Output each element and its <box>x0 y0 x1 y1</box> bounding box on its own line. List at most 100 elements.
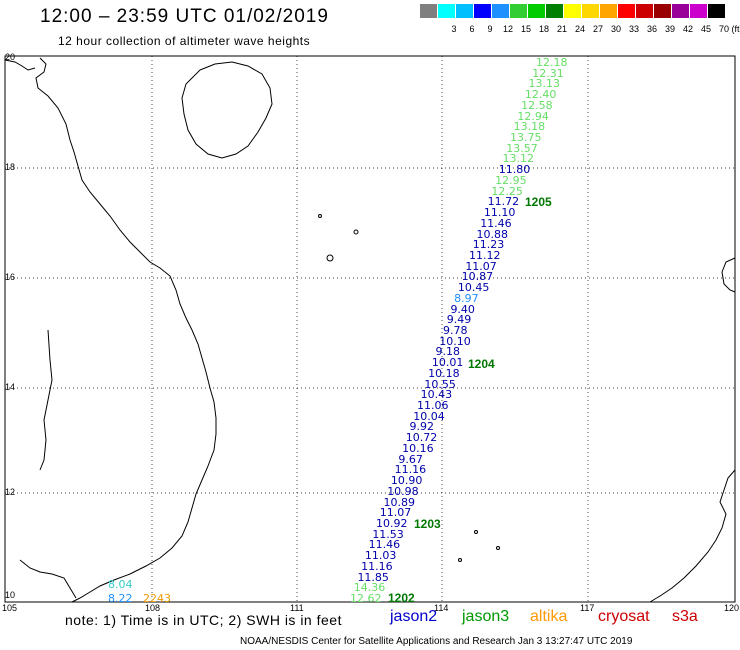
wave-height-value: 11.16 <box>394 463 427 477</box>
legend-swatch <box>582 4 599 18</box>
legend-label: 27 <box>592 24 603 34</box>
legend-swatch <box>546 4 563 18</box>
y-tick-label: 14 <box>5 382 16 392</box>
footer-credit: NOAA/NESDIS Center for Satellite Applica… <box>240 636 633 647</box>
map-frame <box>4 55 736 603</box>
legend-label: 70 <box>718 24 729 34</box>
spratly-islet-3 <box>496 546 500 550</box>
wave-height-value: 13.18 <box>513 120 546 134</box>
wave-height-value: 10.43 <box>420 388 453 402</box>
wave-height-value: 10.45 <box>457 281 490 295</box>
wave-height-value: 10.55 <box>424 377 456 391</box>
wave-height-value: 13.12 <box>502 152 535 166</box>
legend-swatch <box>708 4 725 18</box>
grid-lines <box>5 56 735 602</box>
legend-swatch <box>492 4 509 18</box>
wave-height-value: 12.18 <box>536 56 568 69</box>
wave-height-value: 11.80 <box>498 163 531 177</box>
wave-height-value: 11.12 <box>469 248 501 262</box>
legend-label: 15 <box>520 24 531 34</box>
wave-height-value: 10.90 <box>390 474 423 488</box>
legend-label: 30 <box>610 24 621 34</box>
satellite-name: s3a <box>672 608 698 625</box>
wave-height-value: 10.88 <box>476 227 508 241</box>
wave-height-value: 13.13 <box>528 77 561 91</box>
wave-height-value: 12.94 <box>517 109 549 123</box>
legend-label: 39 <box>664 24 675 34</box>
wave-height-value: 9.18 <box>435 345 461 359</box>
wave-height-value: 13.57 <box>506 141 538 155</box>
x-tick-label: 111 <box>290 603 304 613</box>
mainland-bay <box>4 59 36 71</box>
wave-height-value: 9.67 <box>398 452 423 466</box>
satellite-name: altika <box>530 608 568 625</box>
legend-swatch <box>636 4 653 18</box>
satellite-name: jason3 <box>462 608 510 625</box>
wave-height-value: 12.25 <box>491 184 523 198</box>
wave-height-value: 11.53 <box>372 527 404 541</box>
map-title: 12:00 – 23:59 UTC 01/02/2019 <box>40 6 329 27</box>
footer-note: note: 1) Time is in UTC; 2) SWH is in fe… <box>65 612 342 628</box>
wave-height-value: 12.40 <box>524 88 557 102</box>
legend-swatch <box>690 4 707 18</box>
hainan-island <box>181 61 273 159</box>
satellite-name: jason2 <box>390 608 438 625</box>
y-tick-label: 20 <box>5 52 16 62</box>
time-label: 1204 <box>468 357 495 371</box>
wave-height-value: 2243 <box>143 592 171 605</box>
wave-height-value: 9.92 <box>409 420 435 434</box>
wave-height-value: 10.89 <box>383 495 415 509</box>
legend-label: 42 <box>682 24 693 34</box>
map-subtitle: 12 hour collection of altimeter wave hei… <box>58 34 311 48</box>
time-label: 1203 <box>414 517 441 531</box>
legend-label: 21 <box>556 24 567 34</box>
wave-height-value: 9.40 <box>450 302 475 316</box>
spratly-islet-2 <box>474 530 478 534</box>
wave-height-value: 11.06 <box>416 399 449 413</box>
wave-height-value: 10.04 <box>413 409 445 423</box>
wave-height-value: 9.78 <box>443 324 468 337</box>
wave-height-value: 12.95 <box>495 173 527 187</box>
wave-height-value: 10.92 <box>376 516 408 530</box>
wave-height-value: 10.72 <box>405 431 438 445</box>
y-tick-label: 18 <box>5 162 16 172</box>
wave-height-value: 11.72 <box>487 195 520 209</box>
x-tick-label: 114 <box>434 603 449 613</box>
legend-swatch <box>618 4 635 18</box>
wave-height-value: 10.01 <box>431 356 464 370</box>
wave-height-value: 10.98 <box>387 484 419 498</box>
legend-unit: (ft) <box>731 24 740 34</box>
legend-swatch <box>564 4 581 18</box>
wave-height-value: 12.62 <box>350 592 382 605</box>
wave-height-value: 12.58 <box>521 98 553 112</box>
wave-height-value: 12.31 <box>532 66 564 80</box>
wave-height-value: 11.10 <box>483 206 516 220</box>
wave-height-value: 10.16 <box>402 441 434 455</box>
wave-height-value: 14.36 <box>353 581 386 595</box>
wave-height-value: 11.03 <box>364 549 397 563</box>
legend-label: 3 <box>451 24 457 34</box>
wave-height-value: 8.97 <box>454 291 479 305</box>
wave-height-value: 11.07 <box>465 259 497 273</box>
spratly-islet-1 <box>458 558 462 562</box>
wave-height-value: 8.04 <box>108 578 133 591</box>
paracel-islet-3 <box>318 214 322 218</box>
wave-height-value: 11.46 <box>480 216 512 230</box>
wave-height-value: 11.46 <box>368 538 401 552</box>
legend-swatch <box>420 4 437 18</box>
legend-swatch <box>456 4 473 18</box>
time-label: 1202 <box>388 591 415 605</box>
time-label: 1205 <box>525 195 552 209</box>
satellite-name: cryosat <box>598 608 650 625</box>
paracel-islet-2 <box>353 229 359 235</box>
legend-label: 33 <box>628 24 639 34</box>
legend-swatch <box>438 4 455 18</box>
x-tick-label: 105 <box>2 603 18 613</box>
legend-label: 9 <box>487 24 493 34</box>
wave-height-value: 11.23 <box>472 238 505 252</box>
legend-label: 6 <box>469 24 475 34</box>
y-tick-label: 12 <box>5 487 16 497</box>
legend-swatch <box>600 4 617 18</box>
borneo-coast <box>649 469 736 603</box>
gulf-coast <box>19 559 77 599</box>
